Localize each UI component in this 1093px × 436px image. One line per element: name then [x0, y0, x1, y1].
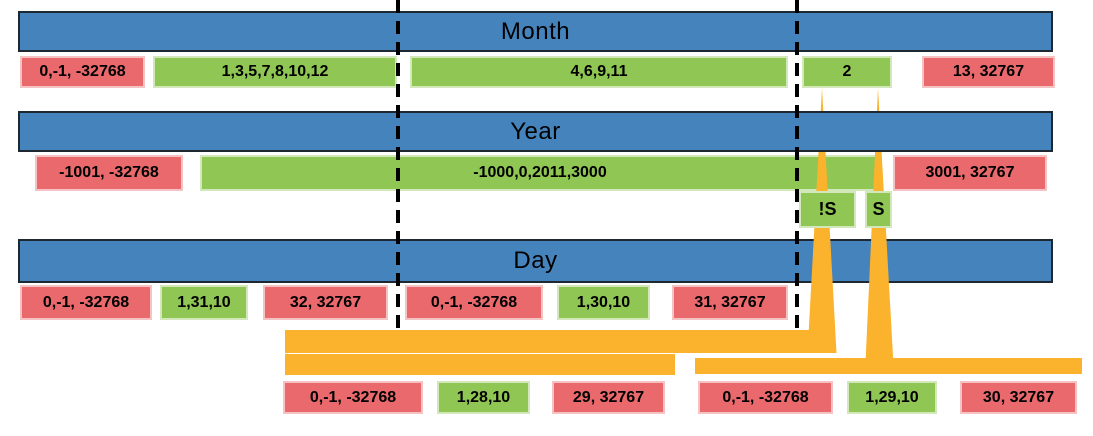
day-partition-invalid-high-30: 31, 32767	[672, 285, 788, 320]
flag-label: S	[872, 199, 885, 219]
partition-label: 31, 32767	[694, 293, 766, 311]
partition-label: 1,28,10	[456, 388, 511, 406]
day-partition-invalid-low-31: 0,-1, -32768	[20, 285, 152, 320]
partition-label: -1000,0,2011,3000	[473, 164, 607, 181]
flag-leap-year: S	[865, 191, 892, 228]
partition-label: 13, 32767	[952, 63, 1025, 80]
feb-nonleap-invalid-low: 0,-1, -32768	[283, 381, 423, 414]
month-title: Month	[500, 17, 571, 45]
month-partition-invalid-low: 0,-1, -32768	[20, 56, 145, 88]
month-partition-30day-months: 4,6,9,11	[410, 56, 788, 88]
year-title: Year	[510, 117, 561, 145]
partition-label: 0,-1, -32768	[42, 293, 130, 311]
day-partition-invalid-low-30: 0,-1, -32768	[405, 285, 543, 320]
partition-label: -1001, -32768	[59, 164, 159, 181]
flag-label: !S	[818, 199, 837, 219]
partition-label: 0,-1, -32768	[309, 388, 397, 406]
partition-label: 29, 32767	[572, 388, 645, 406]
feb-nonleap-invalid-high: 29, 32767	[552, 381, 665, 414]
day-partition-invalid-high-31: 32, 32767	[263, 285, 388, 320]
funnel-band-upper-left	[285, 330, 835, 353]
partition-label: 1,31,10	[177, 293, 231, 311]
feb-leap-invalid-low: 0,-1, -32768	[698, 381, 833, 414]
feb-nonleap-valid: 1,28,10	[437, 381, 530, 414]
month-partition-31day-months: 1,3,5,7,8,10,12	[153, 56, 397, 88]
day-title: Day	[513, 247, 558, 274]
partition-label: 2	[842, 63, 852, 80]
partition-label: 4,6,9,11	[570, 63, 628, 80]
partition-label: 1,29,10	[865, 388, 919, 406]
funnel-band-right	[695, 358, 1082, 374]
feb-leap-invalid-high: 30, 32767	[960, 381, 1077, 414]
day-bar: Day	[18, 239, 1053, 283]
partition-label: 1,30,10	[576, 293, 631, 311]
funnel-band-lower-left	[285, 354, 675, 375]
partition-label: 3001, 32767	[925, 164, 1015, 181]
year-bar: Year	[18, 111, 1053, 152]
partition-label: 0,-1, -32768	[39, 63, 126, 80]
year-partition-invalid-low: -1001, -32768	[35, 155, 183, 191]
month-bar: Month	[18, 11, 1053, 52]
partition-label: 0,-1, -32768	[722, 388, 809, 406]
day-partition-valid-31: 1,31,10	[160, 285, 248, 320]
partition-label: 32, 32767	[289, 293, 362, 311]
month-partition-february: 2	[802, 56, 892, 88]
year-partition-valid: -1000,0,2011,3000	[200, 155, 880, 191]
partition-label: 0,-1, -32768	[430, 293, 518, 311]
feb-leap-valid: 1,29,10	[847, 381, 937, 414]
month-partition-invalid-high: 13, 32767	[922, 56, 1055, 88]
partition-label: 1,3,5,7,8,10,12	[221, 63, 329, 80]
partition-label: 30, 32767	[982, 388, 1055, 406]
year-partition-invalid-high: 3001, 32767	[893, 155, 1047, 191]
flag-not-leap-year: !S	[799, 191, 856, 228]
day-partition-valid-30: 1,30,10	[557, 285, 650, 320]
